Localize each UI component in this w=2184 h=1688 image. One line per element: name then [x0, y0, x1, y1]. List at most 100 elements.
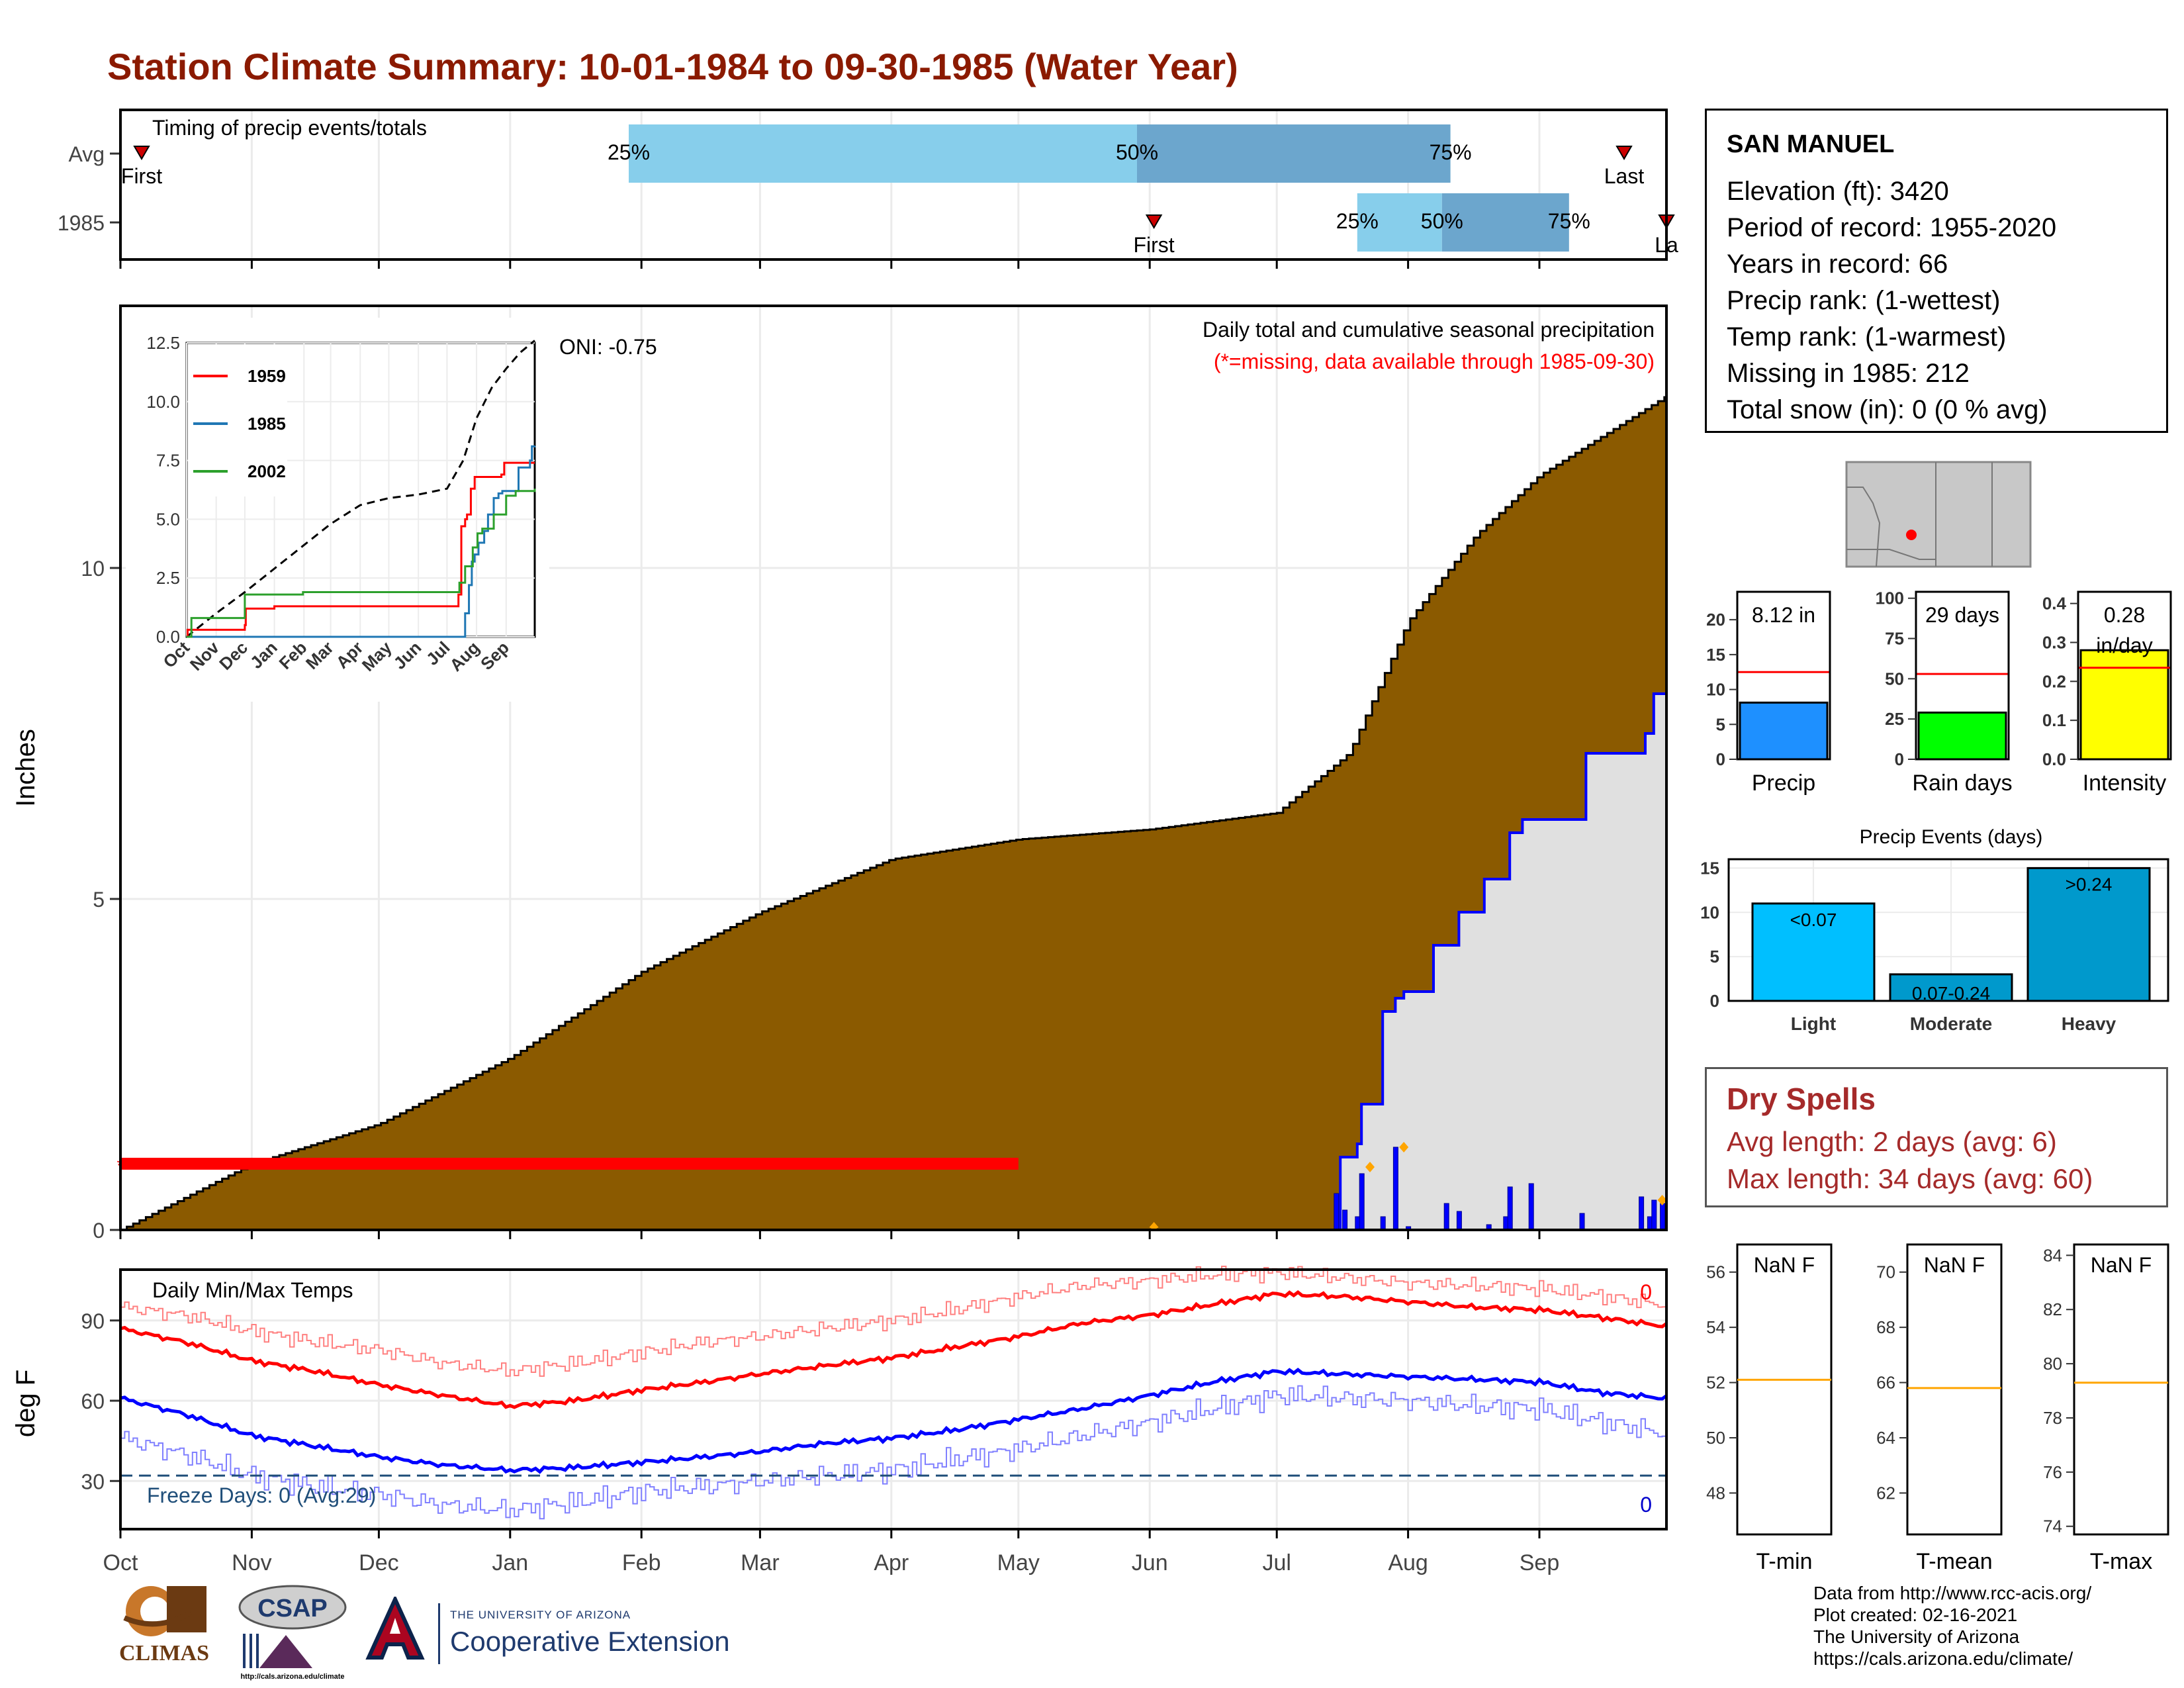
temp-summary-y-tick-label: 62 [1876, 1483, 1895, 1503]
month-x-tick-label: Jan [492, 1550, 528, 1575]
missing-data-marker: * [442, 1155, 449, 1176]
missing-data-marker: * [508, 1155, 516, 1176]
missing-data-marker: * [533, 1155, 541, 1176]
avg-min-temp-line [120, 1368, 1668, 1474]
missing-data-marker: * [361, 1155, 368, 1176]
events-x-label: Moderate [1910, 1013, 1992, 1034]
timing-label-75: 75% [1430, 140, 1472, 164]
timing-label-75: 75% [1548, 209, 1590, 233]
daily-precip-bar [1380, 1216, 1386, 1231]
timing-label-first: First [121, 164, 162, 188]
missing-data-marker: * [803, 1155, 810, 1176]
missing-data-marker: * [167, 1155, 175, 1176]
summary-panel-name: Rain days [1912, 771, 2012, 796]
record-min-temp-line [120, 1385, 1667, 1520]
missing-data-marker: * [523, 1155, 531, 1176]
timing-title: Timing of precip events/totals [152, 116, 427, 140]
timing-bar-25-50 [1357, 193, 1442, 252]
missing-data-marker: * [351, 1155, 358, 1176]
missing-data-marker: * [218, 1155, 226, 1176]
daily-precip-bar [1660, 1203, 1666, 1231]
climas-logo: CLIMAS [111, 1579, 217, 1682]
climas-logo-text: CLIMAS [119, 1641, 209, 1665]
timing-label-last: Last [1604, 164, 1645, 188]
summary-y-tick-label: 50 [1885, 669, 1904, 688]
daily-precip-bar [1579, 1213, 1585, 1231]
temp-summary-panel-name: T-max [2090, 1549, 2152, 1574]
daily-precip-marker [1657, 1195, 1667, 1205]
daily-precip-bar [1334, 1193, 1340, 1231]
missing-data-marker: * [889, 1155, 897, 1176]
missing-data-marker: * [641, 1155, 648, 1176]
current-cumulative-area [120, 692, 1666, 1230]
missing-data-marker: * [422, 1155, 429, 1176]
timing-last-marker [1615, 146, 1633, 160]
missing-data-marker: * [899, 1155, 907, 1176]
missing-data-marker: * [193, 1155, 201, 1176]
timing-bar-50-75 [1137, 124, 1451, 183]
missing-data-marker: * [396, 1155, 404, 1176]
summary-bar-intensity [2079, 649, 2169, 761]
credit-line: https://cals.arizona.edu/climate/ [1813, 1648, 2073, 1669]
missing-data-marker: * [971, 1155, 978, 1176]
station-temp-rank: Temp rank: (1-warmest) [1727, 322, 2007, 352]
missing-data-marker: * [884, 1155, 891, 1176]
missing-data-marker: * [300, 1155, 307, 1176]
daily-precip-bar [1651, 1199, 1657, 1231]
dry-spells-box: Dry Spells Avg length: 2 days (avg: 6) M… [1705, 1067, 2168, 1207]
missing-data-marker: * [406, 1155, 414, 1176]
missing-data-marker: * [574, 1155, 582, 1176]
missing-data-marker: * [676, 1155, 683, 1176]
missing-data-marker: * [991, 1155, 999, 1176]
missing-data-marker: * [239, 1155, 246, 1176]
missing-data-marker: * [518, 1155, 525, 1176]
precip-y-tick-label: 0 [93, 1219, 105, 1243]
month-x-tick-label: Apr [874, 1550, 909, 1575]
missing-data-marker: * [290, 1155, 297, 1176]
temp-summary-y-tick-label: 48 [1706, 1483, 1725, 1503]
missing-data-marker: * [966, 1155, 973, 1176]
missing-data-marker: * [702, 1155, 709, 1176]
missing-data-marker: * [848, 1155, 856, 1176]
missing-data-marker: * [579, 1155, 586, 1176]
inset-y-tick-label: 7.5 [156, 451, 180, 471]
missing-data-band [120, 1158, 1019, 1170]
missing-data-marker: * [950, 1155, 958, 1176]
avg-max-temp-line [120, 1289, 1668, 1409]
missing-data-marker: * [279, 1155, 287, 1176]
month-x-tick-label: Jun [1132, 1550, 1168, 1575]
station-years: Years in record: 66 [1727, 250, 1948, 279]
missing-data-marker: * [986, 1155, 993, 1176]
inset-y-tick-label: 12.5 [146, 333, 180, 353]
missing-data-marker: * [529, 1155, 536, 1176]
events-bar-heavy [2026, 867, 2151, 1002]
missing-data-marker: * [706, 1155, 713, 1176]
timing-row-label: Avg [68, 142, 105, 166]
missing-data-marker: * [869, 1155, 876, 1176]
logo-divider [438, 1603, 440, 1664]
missing-data-marker: * [920, 1155, 927, 1176]
map-state-border [1846, 549, 1936, 560]
missing-data-marker: * [645, 1155, 653, 1176]
daily-precip-marker [1399, 1142, 1409, 1152]
missing-data-marker: * [839, 1155, 846, 1176]
daily-precip-bar [1443, 1203, 1449, 1231]
missing-data-marker: * [590, 1155, 597, 1176]
missing-data-marker: * [432, 1155, 439, 1176]
missing-data-marker: * [493, 1155, 500, 1176]
month-x-tick-label: Nov [232, 1550, 271, 1575]
daily-precip-bar [1456, 1211, 1462, 1231]
summary-y-tick-label: 0 [1895, 749, 1904, 769]
missing-data-marker: * [376, 1155, 383, 1176]
missing-data-marker: * [1007, 1155, 1014, 1176]
dry-spells-title: Dry Spells [1727, 1082, 1876, 1116]
missing-data-marker: * [752, 1155, 760, 1176]
missing-data-marker: * [188, 1155, 195, 1176]
temp-min-count: 0 [1640, 1493, 1652, 1517]
temp-summary-y-tick-label: 74 [2043, 1517, 2062, 1536]
missing-data-marker: * [844, 1155, 851, 1176]
missing-data-marker: * [371, 1155, 379, 1176]
temp-summary-y-tick-label: 80 [2043, 1354, 2062, 1374]
missing-data-marker: * [808, 1155, 815, 1176]
month-x-tick-label: Feb [622, 1550, 661, 1575]
